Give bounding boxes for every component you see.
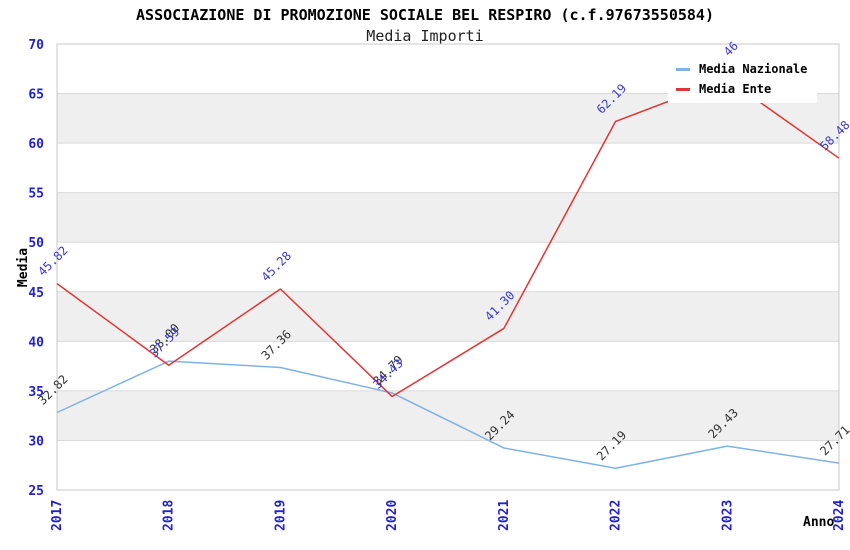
y-tick-label: 25	[28, 484, 44, 499]
y-tick-label: 50	[28, 236, 44, 251]
legend-label-media-nazionale: Media Nazionale	[699, 62, 808, 76]
y-tick-label: 70	[28, 38, 44, 53]
data-label: 45.28	[259, 249, 294, 284]
legend: Media Nazionale Media Ente	[668, 57, 818, 103]
legend-item-media-nazionale: Media Nazionale	[676, 63, 807, 76]
x-tick-label: 2023	[720, 500, 735, 531]
media-nazionale-line-marker-icon	[676, 68, 690, 71]
chart-subtitle: Media Importi	[366, 27, 484, 45]
plot-band	[57, 390, 839, 441]
x-tick-label: 2020	[385, 500, 400, 531]
y-tick-label: 60	[28, 137, 44, 152]
media-ente-line-marker-icon	[676, 88, 690, 91]
plot-band	[57, 192, 839, 243]
x-tick-label: 2021	[497, 500, 512, 531]
y-tick-label: 65	[28, 88, 44, 103]
series-line-media-nazionale	[56, 360, 840, 470]
y-tick-label: 35	[28, 385, 44, 400]
x-axis-title: Anno	[803, 515, 835, 530]
plot-band	[57, 291, 839, 342]
x-tick-label: 2022	[609, 500, 624, 531]
x-tick-label: 2017	[50, 500, 65, 531]
y-tick-label: 30	[28, 434, 44, 449]
x-tick-label: 2019	[273, 500, 288, 531]
x-tick-label: 2018	[162, 500, 177, 531]
y-tick-label: 40	[28, 335, 44, 350]
x-tick-label: 2024	[832, 500, 847, 531]
chart-title: ASSOCIAZIONE DI PROMOZIONE SOCIALE BEL R…	[136, 6, 714, 24]
plot-border	[56, 43, 840, 491]
legend-item-media-ente: Media Ente	[676, 83, 807, 96]
y-tick-label: 45	[28, 286, 44, 301]
y-tick-label: 55	[28, 187, 44, 202]
legend-label-media-ente: Media Ente	[699, 82, 772, 96]
